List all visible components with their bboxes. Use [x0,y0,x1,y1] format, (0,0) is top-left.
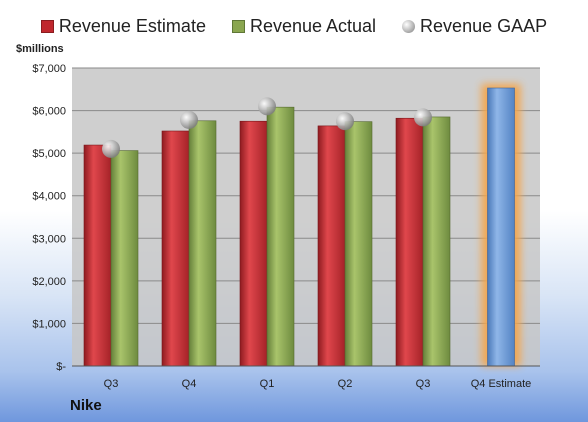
bar-revenue-actual [266,106,295,367]
y-tick-label: $4,000 [32,191,66,203]
point-revenue-gaap [180,110,198,129]
y-axis-units: $millions [16,43,64,55]
x-tick-label: Q4 [182,378,197,390]
y-tick-label: $7,000 [32,63,66,75]
bar-revenue-estimate [83,144,112,367]
legend-swatch-estimate [40,20,54,33]
y-tick-label: $2,000 [32,276,66,288]
legend-item-estimate: Revenue Estimate [40,16,206,37]
legend-label-actual: Revenue Actual [249,16,377,36]
x-tick-label: Q4 Estimate [471,378,532,390]
legend-item-gaap: Revenue GAAP [402,16,547,37]
point-revenue-gaap [336,112,354,131]
bar-revenue-estimate [239,120,268,367]
bar-revenue-estimate [161,130,190,367]
bar-revenue-estimate [317,125,346,367]
plot-area [72,68,540,366]
bar-forecast [487,87,515,367]
point-revenue-gaap [414,108,432,127]
y-tick-label: $3,000 [32,233,66,245]
y-tick-label: $1,000 [32,318,66,330]
bar-revenue-actual [188,120,217,367]
y-tick-label: $5,000 [32,148,66,160]
legend-label-estimate: Revenue Estimate [58,16,206,36]
company-name: Nike [70,397,102,414]
point-revenue-gaap [102,139,120,158]
bar-revenue-actual [422,116,451,367]
bar-revenue-actual [344,121,373,367]
point-revenue-gaap [258,97,276,116]
x-tick-label: Q2 [338,378,353,390]
legend: Revenue Estimate Revenue Actual Revenue … [0,16,588,37]
x-tick-label: Q3 [104,378,119,390]
legend-swatch-actual [231,20,245,33]
bar-revenue-estimate [395,117,424,367]
legend-item-actual: Revenue Actual [231,16,377,37]
legend-swatch-gaap [402,20,416,33]
legend-label-gaap: Revenue GAAP [420,16,548,36]
x-tick-label: Q3 [416,378,431,390]
x-tick-label: Q1 [260,378,275,390]
y-tick-label: $6,000 [32,106,66,118]
y-tick-label: $- [56,361,66,373]
bar-revenue-actual [110,150,139,367]
